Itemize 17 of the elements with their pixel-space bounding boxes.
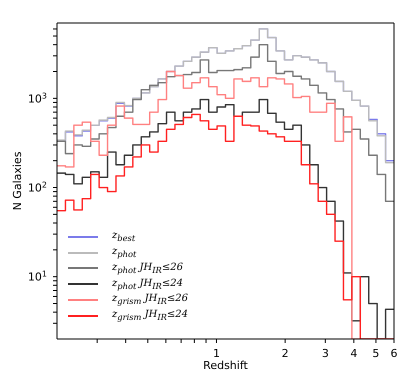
legend-label: z$_{phot}$ JH$_{IR}$≤24 <box>112 278 183 291</box>
y-tick-label: 10$^{3}$ <box>28 90 47 106</box>
y-tick-label: 10$^{2}$ <box>28 180 47 195</box>
x-tick-label: 6 <box>390 347 398 360</box>
x-tick-label: 3 <box>322 347 329 360</box>
x-tick-label: 1 <box>212 347 220 360</box>
legend-label: z$_{grism}$ JH$_{IR}$≤24 <box>112 309 188 322</box>
legend-label: z$_{best}$ <box>112 230 136 244</box>
legend-label: z$_{phot}$ JH$_{IR}$≤26 <box>112 262 183 275</box>
x-tick-label: 5 <box>372 347 380 360</box>
y-axis-title: N Galaxies <box>10 151 24 210</box>
x-tick-label: 4 <box>350 347 358 360</box>
legend-label: z$_{phot}$ <box>112 246 136 260</box>
legend-label: z$_{grism}$ JH$_{IR}$≤26 <box>112 293 188 306</box>
x-axis-title: Redshift <box>203 359 249 372</box>
x-tick-label: 2 <box>282 347 289 360</box>
y-tick-label: 10$^{1}$ <box>28 269 47 284</box>
